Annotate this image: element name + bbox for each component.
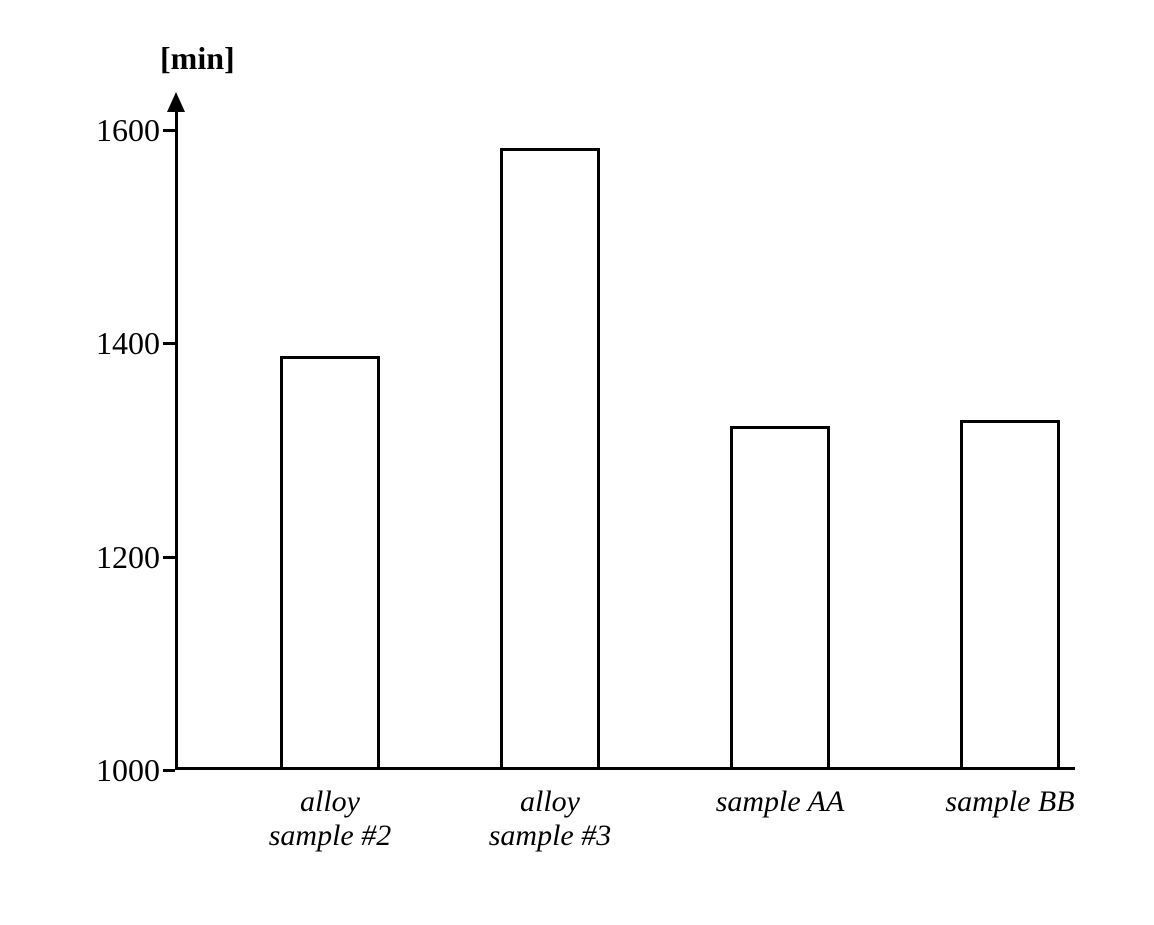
y-tick-label: 1000 <box>70 752 160 789</box>
bar <box>960 420 1060 767</box>
x-label-line1: alloy <box>440 785 660 819</box>
y-axis-arrow <box>167 92 185 112</box>
y-tick-label: 1200 <box>70 539 160 576</box>
y-tick <box>163 556 175 559</box>
y-tick <box>163 769 175 772</box>
x-category-label: sample BB <box>900 785 1120 819</box>
bar <box>280 356 380 767</box>
bar-chart: [min] 1600 1400 1200 1000 alloysample #2allo… <box>60 20 1110 870</box>
x-category-label: alloysample #2 <box>220 785 440 853</box>
x-axis <box>175 767 1075 770</box>
y-tick-label: 1400 <box>70 325 160 362</box>
y-tick <box>163 129 175 132</box>
x-label-line2: sample #3 <box>440 819 660 853</box>
x-label-line2: sample #2 <box>220 819 440 853</box>
x-label-line1: alloy <box>220 785 440 819</box>
x-label-line1: sample BB <box>900 785 1120 819</box>
y-tick <box>163 342 175 345</box>
x-label-line1: sample AA <box>670 785 890 819</box>
bar <box>500 148 600 767</box>
y-tick-label: 1600 <box>70 112 160 149</box>
bar <box>730 426 830 767</box>
y-axis <box>175 110 178 770</box>
plot-area <box>175 110 1075 770</box>
y-axis-unit-label: [min] <box>160 40 235 77</box>
x-category-label: sample AA <box>670 785 890 819</box>
x-category-label: alloysample #3 <box>440 785 660 853</box>
